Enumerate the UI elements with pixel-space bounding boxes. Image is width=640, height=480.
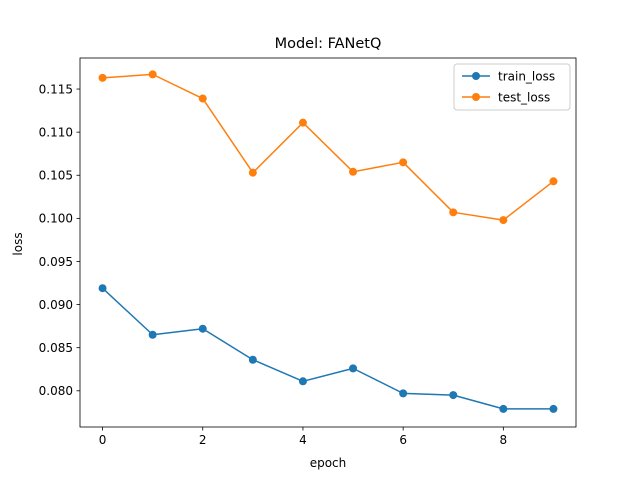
train-loss-point xyxy=(549,404,558,413)
train-loss-point xyxy=(148,330,157,339)
train-loss-point xyxy=(198,324,207,333)
y-tick-label: 0.110 xyxy=(39,125,73,139)
legend-test-loss-label: test_loss xyxy=(498,90,550,104)
y-tick-label: 0.095 xyxy=(39,255,73,269)
y-tick-label: 0.085 xyxy=(39,341,73,355)
plot-area: 0 2 4 6 8 0.080 0.085 0.090 0.095 0.100 0.105 0.110… xyxy=(39,57,577,447)
x-tick-label: 4 xyxy=(299,433,307,447)
chart-title: Model: FANetQ xyxy=(275,36,382,52)
legend-train-loss-label: train_loss xyxy=(498,69,555,83)
train-loss-point xyxy=(349,364,358,373)
test-loss-point xyxy=(198,94,207,103)
x-tick-label: 0 xyxy=(99,433,107,447)
test-loss-line xyxy=(102,73,554,221)
y-tick-label: 0.080 xyxy=(39,384,73,398)
x-tick-label: 6 xyxy=(399,433,407,447)
legend-test-loss-marker xyxy=(472,93,480,101)
test-loss-point xyxy=(499,216,508,225)
train-loss-point xyxy=(499,404,508,413)
train-loss-point xyxy=(298,377,307,386)
test-loss-point xyxy=(349,167,358,176)
train-loss-point xyxy=(399,389,408,398)
train-loss-point xyxy=(248,355,257,364)
x-tick-label: 2 xyxy=(199,433,207,447)
legend-train-loss-marker xyxy=(472,72,480,80)
x-axis-label: epoch xyxy=(310,456,347,470)
y-tick-label: 0.090 xyxy=(39,298,73,312)
x-tick-label: 8 xyxy=(500,433,508,447)
legend: train_loss test_loss xyxy=(453,63,571,111)
axes-frame xyxy=(79,57,577,428)
y-tick-label: 0.105 xyxy=(39,169,73,183)
train-loss-line xyxy=(102,287,554,410)
train-loss-point xyxy=(98,284,107,293)
train-loss-point xyxy=(449,391,458,400)
test-loss-point xyxy=(148,70,157,79)
y-tick-label: 0.115 xyxy=(39,82,73,96)
test-loss-point xyxy=(449,208,458,217)
test-loss-point xyxy=(298,118,307,127)
test-loss-point xyxy=(248,168,257,177)
test-loss-point xyxy=(549,177,558,186)
test-loss-point xyxy=(98,73,107,82)
test-loss-point xyxy=(399,158,408,167)
y-axis-label: loss xyxy=(11,232,25,255)
y-tick-label: 0.100 xyxy=(39,212,73,226)
